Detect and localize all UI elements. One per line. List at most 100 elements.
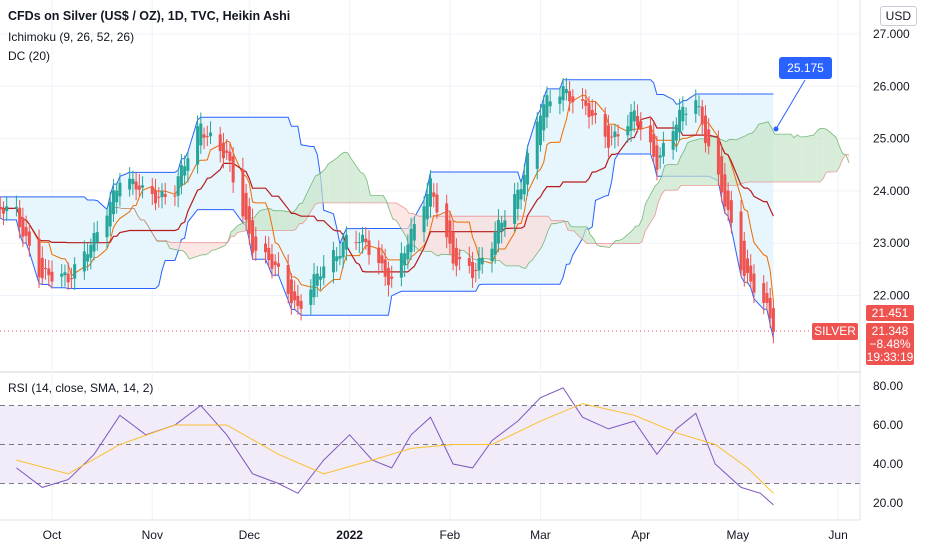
cloud-segment [677, 156, 681, 191]
candle-body [519, 189, 523, 200]
time-tick-label: May [726, 528, 749, 542]
candle-body [357, 241, 361, 243]
candle-body [312, 274, 316, 298]
candle-body [267, 247, 271, 261]
cloud-segment [237, 221, 248, 233]
candle-body [694, 100, 698, 114]
cloud-segment [645, 185, 656, 231]
candle-body [338, 256, 342, 259]
candle-body [458, 256, 462, 260]
candle-body [545, 95, 549, 118]
candle-body [739, 211, 743, 271]
candle-body [176, 176, 180, 196]
candle-body [503, 220, 507, 228]
callout-label[interactable]: 25.175 [779, 57, 832, 79]
chart-title: CFDs on Silver (US$ / OZ), 1D, TVC, Heik… [8, 9, 291, 23]
candle-body [655, 145, 659, 170]
candle-body [18, 207, 22, 228]
time-tick-label: Apr [631, 528, 650, 542]
cloud-segment [690, 138, 701, 186]
candle-body [299, 300, 303, 309]
candle-body [584, 99, 588, 106]
cloud-segment [632, 226, 636, 244]
candle-body [241, 169, 245, 217]
candle-body [202, 134, 206, 138]
cloud-segment [370, 195, 374, 203]
candle-body [293, 291, 297, 301]
candle-body [199, 123, 203, 146]
cloud-segment [373, 195, 384, 203]
candle-body [451, 232, 455, 264]
candle-body [131, 178, 135, 185]
candle-body [548, 101, 552, 107]
time-tick-label: 2022 [336, 528, 363, 542]
candle-body [150, 186, 154, 195]
cloud-segment [257, 210, 261, 231]
cloud-segment [525, 216, 529, 269]
donchian-legend[interactable]: DC (20) [8, 49, 51, 63]
candle-body [221, 142, 225, 159]
candle-body [63, 272, 67, 276]
candle-body [681, 106, 685, 122]
candle-body [629, 112, 633, 131]
candle-body [428, 178, 432, 207]
cloud-segment [234, 225, 238, 237]
rsi-axis[interactable]: 80.00 60.00 40.00 20.00 [873, 379, 903, 510]
candle-body [616, 134, 620, 137]
candle-body [322, 266, 326, 279]
cloud-segment [389, 202, 393, 220]
candle-body [141, 185, 145, 188]
candle-body [409, 228, 413, 253]
time-tick-label: Mar [530, 528, 551, 542]
candle-body [14, 206, 18, 209]
cloud-segment [211, 242, 216, 251]
candle-body [137, 185, 141, 190]
cloud-segment [325, 163, 329, 203]
candle-body [163, 194, 167, 197]
cloud-segment [800, 136, 804, 183]
cloud-segment [709, 136, 714, 186]
price-tick-label: 26.000 [873, 79, 910, 93]
rsi-band [0, 405, 860, 484]
price-tick-label: 25.000 [873, 132, 910, 146]
rsi-plot [16, 387, 774, 506]
currency-button[interactable]: USD [879, 6, 917, 26]
cloud-segment [205, 242, 209, 255]
cloud-segment [684, 142, 688, 186]
candle-body [225, 150, 229, 153]
price-axis[interactable]: 27.000 26.000 25.000 24.000 23.000 22.000 [873, 27, 910, 303]
cloud-segment [260, 208, 271, 231]
candle-body [273, 261, 277, 266]
rsi-tick-label: 40.00 [873, 457, 903, 471]
candle-body [364, 238, 368, 243]
candle-body [173, 195, 177, 197]
rsi-tick-label: 20.00 [873, 496, 903, 510]
ichimoku-legend[interactable]: Ichimoku (9, 26, 52, 26) [8, 30, 135, 44]
candle-body [60, 273, 64, 277]
cloud-segment [182, 242, 186, 254]
candle-body [92, 233, 96, 252]
candle-body [286, 265, 290, 294]
rsi-legend[interactable]: RSI (14, close, SMA, 14, 2) [8, 381, 154, 395]
cloud-segment [616, 240, 620, 244]
candle-body [749, 265, 753, 282]
cloud-segment [337, 154, 342, 203]
candle-body [516, 189, 520, 209]
cloud-segment [169, 242, 180, 251]
price-tick-label: 27.000 [873, 27, 910, 41]
donchian-channel [0, 79, 774, 339]
cloud-segment [726, 139, 730, 186]
candle-body [606, 125, 610, 148]
candle-body [196, 126, 200, 165]
cloud-segment [541, 216, 546, 247]
bar-countdown: 19:33:19 [866, 350, 914, 364]
candle-body [648, 125, 652, 143]
candle-body [95, 232, 99, 243]
cloud-segment [774, 134, 778, 183]
time-axis[interactable]: Oct Nov Dec 2022 Feb Mar Apr May Jun [43, 528, 848, 542]
candle-body [658, 155, 662, 158]
candle-body [467, 258, 471, 266]
price-tick-label: 23.000 [873, 236, 910, 250]
cloud-segment [745, 133, 749, 183]
